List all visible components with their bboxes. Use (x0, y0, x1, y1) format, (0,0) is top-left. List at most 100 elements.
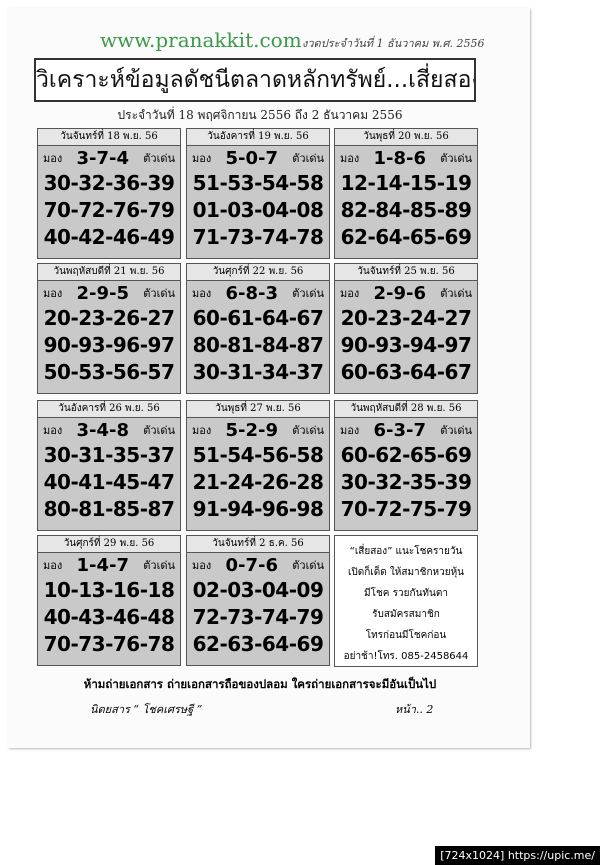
promo-box: “เสี่ยสอง” แนะโชครายวัน เปิดก็เด็ด ให้สมา… (334, 535, 478, 667)
site-url: www.pranakkit.com (100, 28, 302, 52)
magazine: นิตยสาร “ โชคเศรษฐี ” (90, 703, 203, 716)
card-top: มอง 6-8-3 ตัวเด่น (187, 281, 329, 305)
day-card: วันศุกร์ที่ 29 พ.ย. 56 มอง 1-4-7 ตัวเด่น 10-… (37, 535, 181, 666)
card-date: วันพฤหัสบดีที่ 21 พ.ย. 56 (38, 264, 180, 281)
highlight-tag: ตัวเด่น (440, 152, 472, 165)
number-line: 82-84-85-89 (340, 198, 472, 222)
number-line: 70-72-76-79 (43, 198, 175, 222)
promo-line: มีโชค รวยกันทันตา (364, 588, 448, 599)
number-line: 90-93-96-97 (43, 333, 175, 357)
number-line: 62-63-64-69 (192, 632, 324, 656)
day-card: วันพฤหัสบดีที่ 21 พ.ย. 56 มอง 2-9-5 ตัวเด่น… (37, 263, 181, 394)
main-digits: 0-7-6 (225, 554, 278, 576)
watermark: [724x1024] https://upic.me/ (435, 846, 600, 865)
number-line: 21-24-26-28 (192, 470, 324, 494)
card-date: วันพุธที่ 20 พ.ย. 56 (335, 129, 477, 146)
look-label: มอง (43, 287, 63, 300)
highlight-tag: ตัวเด่น (143, 559, 175, 572)
card-date: วันศุกร์ที่ 22 พ.ย. 56 (187, 264, 329, 281)
number-line: 02-03-04-09 (192, 578, 324, 602)
card-top: มอง 3-7-4 ตัวเด่น (38, 146, 180, 170)
card-top: มอง 6-3-7 ตัวเด่น (335, 418, 477, 442)
number-line: 62-64-65-69 (340, 225, 472, 249)
number-line: 30-32-36-39 (43, 171, 175, 195)
highlight-tag: ตัวเด่น (143, 424, 175, 437)
card-date: วันจันทร์ที่ 25 พ.ย. 56 (335, 264, 477, 281)
number-line: 70-72-75-79 (340, 497, 472, 521)
look-label: มอง (192, 424, 212, 437)
card-top: มอง 0-7-6 ตัวเด่น (187, 553, 329, 577)
look-label: มอง (340, 287, 360, 300)
card-date: วันพฤหัสบดีที่ 28 พ.ย. 56 (335, 401, 477, 418)
number-line: 20-23-24-27 (340, 306, 472, 330)
number-line: 20-23-26-27 (43, 306, 175, 330)
card-top: มอง 1-4-7 ตัวเด่น (38, 553, 180, 577)
card-top: มอง 2-9-5 ตัวเด่น (38, 281, 180, 305)
number-line: 01-03-04-08 (192, 198, 324, 222)
highlight-tag: ตัวเด่น (292, 424, 324, 437)
number-line: 71-73-74-78 (192, 225, 324, 249)
number-line: 70-73-76-78 (43, 632, 175, 656)
card-date: วันจันทร์ที่ 2 ธ.ค. 56 (187, 536, 329, 553)
day-card: วันอังคารที่ 19 พ.ย. 56 มอง 5-0-7 ตัวเด่น 51… (186, 128, 330, 259)
highlight-tag: ตัวเด่น (143, 287, 175, 300)
number-line: 80-81-85-87 (43, 497, 175, 521)
day-card: วันพฤหัสบดีที่ 28 พ.ย. 56 มอง 6-3-7 ตัวเด่น… (334, 400, 478, 531)
number-line: 50-53-56-57 (43, 360, 175, 384)
number-line: 40-42-46-49 (43, 225, 175, 249)
main-digits: 2-9-6 (373, 282, 426, 304)
highlight-tag: ตัวเด่น (143, 152, 175, 165)
card-top: มอง 3-4-8 ตัวเด่น (38, 418, 180, 442)
number-line: 91-94-96-98 (192, 497, 324, 521)
day-card: วันพุธที่ 20 พ.ย. 56 มอง 1-8-6 ตัวเด่น 12-14… (334, 128, 478, 259)
main-digits: 1-4-7 (76, 554, 129, 576)
promo-line: “เสี่ยสอง” แนะโชครายวัน (349, 546, 463, 557)
number-line: 72-73-74-79 (192, 605, 324, 629)
look-label: มอง (192, 559, 212, 572)
card-top: มอง 5-0-7 ตัวเด่น (187, 146, 329, 170)
promo-line: อย่าช้า!โทร. 085-2458644 (343, 651, 469, 662)
number-line: 30-31-35-37 (43, 443, 175, 467)
promo-line: โทรก่อนมีโชคก่อน (365, 630, 447, 641)
main-digits: 2-9-5 (76, 282, 129, 304)
title: วิเคราะห์ข้อมูลดัชนีตลาดหลักทรัพย์...เสี… (34, 58, 476, 102)
number-line: 60-61-64-67 (192, 306, 324, 330)
main-digits: 3-4-8 (76, 419, 129, 441)
card-date: วันอังคารที่ 19 พ.ย. 56 (187, 129, 329, 146)
look-label: มอง (340, 152, 360, 165)
number-line: 90-93-94-97 (340, 333, 472, 357)
number-line: 30-32-35-39 (340, 470, 472, 494)
main-digits: 5-2-9 (225, 419, 278, 441)
page-number: หน้า.. 2 (395, 703, 434, 716)
card-top: มอง 5-2-9 ตัวเด่น (187, 418, 329, 442)
card-top: มอง 2-9-6 ตัวเด่น (335, 281, 477, 305)
warning: ห้ามถ่ายเอกสาร ถ่ายเอกสารถือของปลอม ใครถ… (83, 677, 437, 691)
number-line: 51-54-56-58 (192, 443, 324, 467)
day-card: วันศุกร์ที่ 22 พ.ย. 56 มอง 6-8-3 ตัวเด่น 60-… (186, 263, 330, 394)
card-date: วันศุกร์ที่ 29 พ.ย. 56 (38, 536, 180, 553)
look-label: มอง (43, 152, 63, 165)
look-label: มอง (192, 152, 212, 165)
number-line: 12-14-15-19 (340, 171, 472, 195)
day-card: วันพุธที่ 27 พ.ย. 56 มอง 5-2-9 ตัวเด่น 51-54… (186, 400, 330, 531)
look-label: มอง (340, 424, 360, 437)
main-digits: 6-3-7 (373, 419, 426, 441)
card-date: วันจันทร์ที่ 18 พ.ย. 56 (38, 129, 180, 146)
main-digits: 3-7-4 (76, 147, 129, 169)
number-line: 60-62-65-69 (340, 443, 472, 467)
card-date: วันพุธที่ 27 พ.ย. 56 (187, 401, 329, 418)
issue-date: งวดประจำวันที่ 1 ธันวาคม พ.ศ. 2556 (302, 37, 485, 50)
day-card: วันจันทร์ที่ 18 พ.ย. 56 มอง 3-7-4 ตัวเด่น 30… (37, 128, 181, 259)
look-label: มอง (43, 559, 63, 572)
number-line: 40-43-46-48 (43, 605, 175, 629)
promo-line: รับสมัครสมาชิก (372, 609, 440, 620)
number-line: 60-63-64-67 (340, 360, 472, 384)
highlight-tag: ตัวเด่น (440, 287, 472, 300)
number-line: 80-81-84-87 (192, 333, 324, 357)
day-card: วันจันทร์ที่ 2 ธ.ค. 56 มอง 0-7-6 ตัวเด่น 02-… (186, 535, 330, 666)
number-line: 40-41-45-47 (43, 470, 175, 494)
card-date: วันอังคารที่ 26 พ.ย. 56 (38, 401, 180, 418)
main-digits: 6-8-3 (225, 282, 278, 304)
highlight-tag: ตัวเด่น (440, 424, 472, 437)
